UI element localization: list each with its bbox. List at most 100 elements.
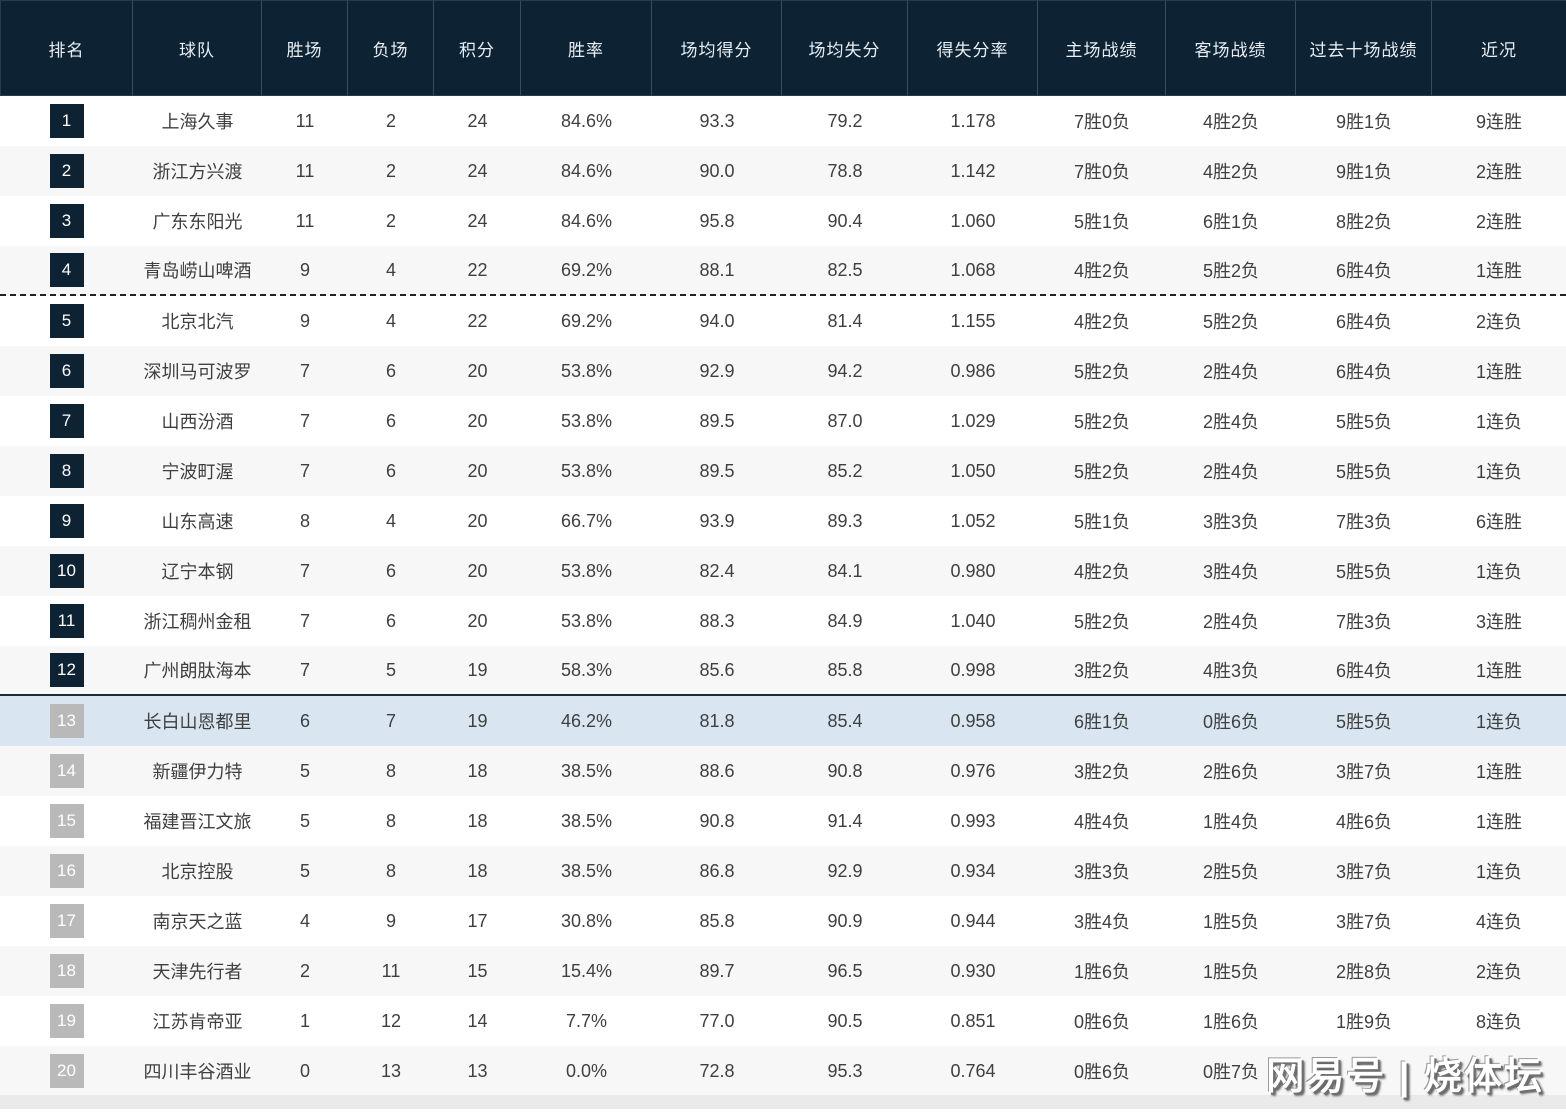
team-name: 江苏肯帝亚 [152, 1012, 243, 1032]
stat-cell: 20 [467, 360, 488, 381]
stat-cell: 9连胜 [1475, 112, 1522, 132]
table-row[interactable]: 3 广东东阳光 11 2 24 84.6% 95.8 90.4 1.060 5胜1负 6胜1负 8胜2… [0, 196, 1566, 246]
stat-cell: 2 [385, 160, 396, 181]
stat-cell: 88.6 [699, 760, 735, 781]
table-row[interactable]: 2 浙江方兴渡 11 2 24 84.6% 90.0 78.8 1.142 7胜0负 4胜2负 9胜1… [0, 146, 1566, 196]
stat-cell: 69.2% [560, 259, 613, 280]
stat-cell: 1胜9负 [1335, 1012, 1393, 1032]
column-header-6: 胜率 [521, 0, 652, 96]
table-row[interactable]: 15 福建晋江文旅 5 8 18 38.5% 90.8 91.4 0.993 4胜4负 1胜4负 4胜… [0, 796, 1566, 846]
stat-cell: 9 [299, 310, 310, 331]
stat-cell: 0.980 [950, 560, 996, 581]
table-row[interactable]: 8 宁波町渥 7 6 20 53.8% 89.5 85.2 1.050 5胜2负 2胜4负 5胜5负 1… [0, 446, 1566, 496]
stat-cell: 81.4 [827, 310, 863, 331]
stat-cell: 6胜4负 [1335, 312, 1393, 332]
stat-cell: 0.986 [950, 360, 996, 381]
stat-cell: 6胜4负 [1335, 661, 1393, 681]
rank-cell: 9 [0, 496, 133, 546]
stat-cell: 0.944 [950, 910, 996, 931]
team-name: 辽宁本钢 [161, 562, 234, 582]
stat-cell: 11 [295, 110, 315, 131]
stat-cell: 7胜0负 [1073, 162, 1131, 182]
table-row[interactable]: 19 江苏肯帝亚 1 12 14 7.7% 77.0 90.5 0.851 0胜6负 1胜6负 1胜9… [0, 996, 1566, 1046]
table-row[interactable]: 10 辽宁本钢 7 6 20 53.8% 82.4 84.1 0.980 4胜2负 3胜4负 5胜5负… [0, 546, 1566, 596]
team-name: 南京天之蓝 [152, 912, 243, 932]
column-header-11: 客场战绩 [1166, 0, 1296, 96]
table-row[interactable]: 20 四川丰谷酒业 0 13 13 0.0% 72.8 95.3 0.764 0胜6负 0胜7负 [0, 1046, 1566, 1096]
stat-cell: 96.5 [827, 960, 863, 981]
stat-cell: 91.4 [827, 810, 863, 831]
table-row[interactable]: 12 广州朗肽海本 7 5 19 58.3% 85.6 85.8 0.998 3胜2负 4胜3负 6胜… [0, 646, 1566, 696]
stat-cell: 7 [299, 610, 310, 631]
stat-cell: 3连胜 [1475, 612, 1522, 632]
table-row[interactable]: 16 北京控股 5 8 18 38.5% 86.8 92.9 0.934 3胜3负 2胜5负 3胜7负… [0, 846, 1566, 896]
table-row[interactable]: 14 新疆伊力特 5 8 18 38.5% 88.6 90.8 0.976 3胜2负 2胜6负 3胜7… [0, 746, 1566, 796]
stat-cell: 7胜3负 [1335, 612, 1393, 632]
table-row[interactable]: 7 山西汾酒 7 6 20 53.8% 89.5 87.0 1.029 5胜2负 2胜4负 5胜5负 1… [0, 396, 1566, 446]
stat-cell: 6连胜 [1475, 512, 1522, 532]
stat-cell: 1连负 [1475, 862, 1522, 882]
rank-cell: 18 [0, 946, 133, 996]
stat-cell: 92.9 [699, 360, 735, 381]
stat-cell: 85.8 [827, 659, 863, 680]
stat-cell: 0胜7负 [1202, 1062, 1260, 1082]
stat-cell: 1连负 [1475, 562, 1522, 582]
rank-badge: 3 [49, 204, 84, 238]
rank-badge: 17 [49, 904, 84, 938]
stat-cell: 4 [385, 510, 396, 531]
stat-cell: 53.8% [560, 410, 613, 431]
column-header-4: 负场 [348, 0, 434, 96]
stat-cell: 0 [299, 1060, 310, 1081]
stat-cell: 13 [380, 1060, 402, 1081]
stat-cell: 84.6% [560, 110, 613, 131]
stat-cell: 85.6 [699, 659, 735, 680]
team-name: 北京控股 [161, 862, 234, 882]
stat-cell: 1.052 [950, 510, 996, 531]
table-row[interactable]: 5 北京北汽 9 4 22 69.2% 94.0 81.4 1.155 4胜2负 5胜2负 6胜4负 2… [0, 296, 1566, 346]
table-row[interactable]: 11 浙江稠州金租 7 6 20 53.8% 88.3 84.9 1.040 5胜2负 2胜4负 7胜… [0, 596, 1566, 646]
stat-cell: 6 [385, 410, 396, 431]
stat-cell: 19 [467, 659, 488, 680]
table-row[interactable]: 9 山东高速 8 4 20 66.7% 93.9 89.3 1.052 5胜1负 3胜3负 7胜3负 6… [0, 496, 1566, 546]
stat-cell: 13 [467, 1060, 488, 1081]
rank-badge: 9 [49, 504, 84, 538]
stat-cell: 20 [467, 460, 488, 481]
stat-cell: 38.5% [560, 760, 613, 781]
stat-cell: 8 [385, 760, 396, 781]
stat-cell: 0胜6负 [1073, 1062, 1131, 1082]
stat-cell: 3胜4负 [1202, 562, 1260, 582]
team-name: 深圳马可波罗 [143, 362, 252, 382]
stat-cell: 1胜4负 [1202, 812, 1260, 832]
stat-cell: 88.3 [699, 610, 735, 631]
rank-badge: 12 [49, 653, 84, 687]
team-name: 浙江稠州金租 [143, 612, 252, 632]
rank-cell: 2 [0, 146, 133, 196]
stat-cell: 1.155 [950, 310, 996, 331]
stat-cell: 4胜2负 [1073, 312, 1131, 332]
stat-cell: 4 [299, 910, 310, 931]
column-header-3: 胜场 [262, 0, 348, 96]
stat-cell: 3胜7负 [1335, 912, 1393, 932]
table-row[interactable]: 1 上海久事 11 2 24 84.6% 93.3 79.2 1.178 7胜0负 4胜2负 9胜1负… [0, 96, 1566, 146]
table-row[interactable]: 6 深圳马可波罗 7 6 20 53.8% 92.9 94.2 0.986 5胜2负 2胜4负 6胜4… [0, 346, 1566, 396]
stat-cell: 20 [467, 560, 488, 581]
table-row[interactable]: 17 南京天之蓝 4 9 17 30.8% 85.8 90.9 0.944 3胜4负 1胜5负 3胜7… [0, 896, 1566, 946]
stat-cell: 20 [467, 410, 488, 431]
stat-cell: 6胜4负 [1335, 261, 1393, 281]
stat-cell: 1胜6负 [1073, 962, 1131, 982]
stat-cell: 12 [380, 1010, 402, 1031]
table-row[interactable]: 18 天津先行者 2 11 15 15.4% 89.7 96.5 0.930 1胜6负 1胜5负 2胜… [0, 946, 1566, 996]
stat-cell: 5 [299, 860, 310, 881]
stat-cell: 24 [467, 210, 488, 231]
team-name: 上海久事 [161, 112, 234, 132]
rank-badge: 2 [49, 154, 84, 188]
table-row[interactable]: 4 青岛崂山啤酒 9 4 22 69.2% 88.1 82.5 1.068 4胜2负 5胜2负 6胜4… [0, 246, 1566, 296]
stat-cell: 66.7% [560, 510, 613, 531]
stat-cell: 4胜2负 [1202, 112, 1260, 132]
team-name: 福建晋江文旅 [143, 812, 252, 832]
stat-cell: 53.8% [560, 460, 613, 481]
rank-cell: 7 [0, 396, 133, 446]
stat-cell: 7胜0负 [1073, 112, 1131, 132]
stat-cell: 5 [299, 760, 310, 781]
table-row[interactable]: 13 长白山恩都里 6 7 19 46.2% 81.8 85.4 0.958 6胜1负 0胜6负 5胜… [0, 696, 1566, 746]
